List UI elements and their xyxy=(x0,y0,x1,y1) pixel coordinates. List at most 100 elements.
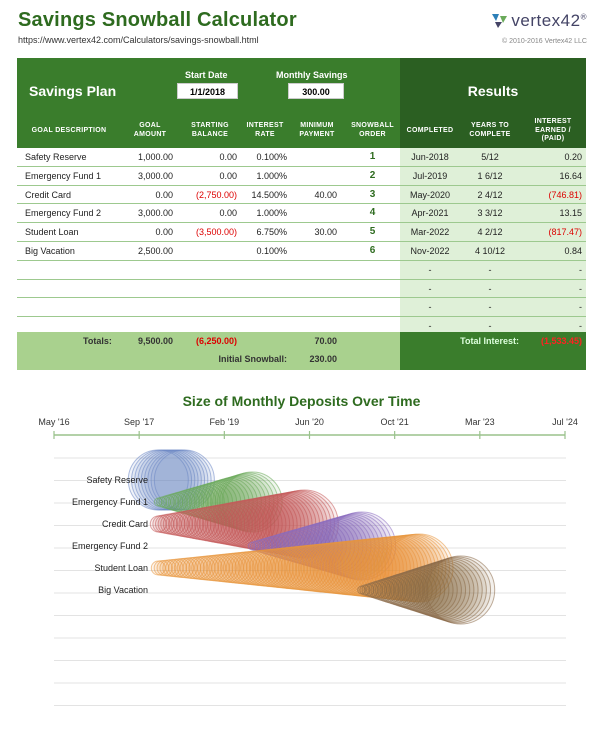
minimum-payment-cell[interactable] xyxy=(289,148,337,166)
snowball-order-cell[interactable]: 1 xyxy=(369,151,376,162)
interest-earned-cell: (817.47) xyxy=(548,227,582,238)
starting-balance-cell[interactable] xyxy=(179,298,237,316)
goal-description-cell[interactable]: Emergency Fund 1 xyxy=(25,170,102,181)
savings-plan-header: Savings Plan Start Date Monthly Savings … xyxy=(17,58,400,114)
interest-rate-cell[interactable] xyxy=(241,280,287,298)
goal-description-cell[interactable]: Big Vacation xyxy=(25,245,75,256)
minimum-payment-cell[interactable] xyxy=(289,167,337,185)
interest-earned-cell: 16.64 xyxy=(559,170,582,181)
savings-plan-title: Savings Plan xyxy=(29,83,117,99)
goal-description-cell[interactable]: Emergency Fund 2 xyxy=(25,208,102,219)
vertex42-logo[interactable]: vertex42® xyxy=(492,11,587,31)
starting-balance-cell[interactable]: (2,750.00) xyxy=(195,189,237,200)
results-cell-bg xyxy=(400,204,586,223)
goal-amount-cell[interactable]: 0.00 xyxy=(155,189,173,200)
total-interest-value: (1,533.45) xyxy=(540,336,582,346)
interest-earned-cell: 13.15 xyxy=(559,208,582,219)
interest-rate-cell[interactable] xyxy=(241,298,287,316)
starting-balance-cell[interactable] xyxy=(179,242,237,260)
snowball-order-cell[interactable]: 2 xyxy=(369,169,376,181)
snowball-order-cell[interactable] xyxy=(345,280,400,298)
minimum-payment-cell[interactable]: 30.00 xyxy=(314,227,337,238)
interest-rate-cell[interactable]: 1.000% xyxy=(256,208,287,219)
goal-amount-cell[interactable]: 0.00 xyxy=(155,227,173,238)
col-years-to-complete: YEARS TO COMPLETE xyxy=(460,114,520,148)
deposit-bubble xyxy=(417,559,479,621)
interest-rate-cell[interactable] xyxy=(241,261,287,279)
minimum-payment-cell[interactable] xyxy=(289,204,337,222)
starting-balance-cell[interactable]: 0.00 xyxy=(219,170,237,181)
results-title: Results xyxy=(467,83,519,99)
interest-rate-cell[interactable]: 6.750% xyxy=(256,227,287,238)
goal-description-cell[interactable]: Credit Card xyxy=(25,189,72,200)
goal-amount-cell[interactable]: 1,000.00 xyxy=(137,152,173,162)
years-to-complete-cell: - xyxy=(488,264,492,275)
minimum-payment-cell[interactable] xyxy=(289,298,337,316)
minimum-payment-cell[interactable] xyxy=(289,261,337,279)
goal-amount-cell[interactable]: 3,000.00 xyxy=(137,170,173,181)
goals-table: Safety Reserve 1,000.00 0.00 0.100% 1 Jun-201… xyxy=(17,148,586,336)
starting-balance-cell[interactable]: 0.00 xyxy=(219,152,237,162)
minimum-payment-cell[interactable]: 40.00 xyxy=(314,189,337,200)
source-url[interactable]: https://www.vertex42.com/Calculators/sav… xyxy=(18,35,259,45)
goal-description-cell[interactable] xyxy=(25,261,121,279)
total-starting-balance: (6,250.00) xyxy=(195,336,237,346)
results-cell-bg xyxy=(400,279,586,298)
starting-balance-cell[interactable] xyxy=(179,280,237,298)
total-interest-panel xyxy=(400,332,586,370)
years-to-complete-cell: 4 2/12 xyxy=(477,227,503,238)
total-minimum-payment: 70.00 xyxy=(314,336,337,346)
interest-rate-cell[interactable]: 0.100% xyxy=(256,152,287,162)
starting-balance-cell[interactable]: 0.00 xyxy=(219,208,237,219)
completed-date-cell: Jun-2018 xyxy=(411,152,449,162)
completed-date-cell: Nov-2022 xyxy=(410,245,450,256)
x-tick-label: Feb '19 xyxy=(209,417,239,427)
col-goal-amount: GOAL AMOUNT xyxy=(121,114,179,148)
years-to-complete-cell: - xyxy=(488,283,492,294)
snowball-order-cell[interactable]: 3 xyxy=(369,188,376,200)
results-cell-bg xyxy=(400,223,586,241)
interest-rate-cell[interactable]: 1.000% xyxy=(256,170,287,181)
goal-description-cell[interactable] xyxy=(25,298,121,316)
completed-date-cell: - xyxy=(428,264,432,275)
logo-mark-icon xyxy=(492,14,508,28)
results-cell-bg xyxy=(400,298,586,317)
category-label: Emergency Fund 1 xyxy=(72,497,148,507)
goal-amount-cell[interactable]: 3,000.00 xyxy=(137,208,173,219)
total-interest-label: Total Interest: xyxy=(460,336,519,346)
interest-earned-cell: 0.84 xyxy=(564,245,582,256)
goal-amount-cell[interactable] xyxy=(121,280,173,298)
initial-snowball-value: 230.00 xyxy=(309,354,337,364)
results-cell-bg xyxy=(400,317,586,335)
years-to-complete-cell: 5/12 xyxy=(481,152,499,162)
interest-earned-cell: - xyxy=(579,302,582,313)
interest-rate-cell[interactable]: 14.500% xyxy=(251,189,287,200)
goal-amount-cell[interactable] xyxy=(121,261,173,279)
goal-description-cell[interactable]: Student Loan xyxy=(25,227,79,238)
starting-balance-cell[interactable]: (3,500.00) xyxy=(195,227,237,238)
table-row: --- xyxy=(17,298,586,318)
start-date-input[interactable]: 1/1/2018 xyxy=(177,83,238,99)
snowball-order-cell[interactable]: 4 xyxy=(369,207,376,219)
interest-rate-cell[interactable]: 0.100% xyxy=(256,245,287,256)
years-to-complete-cell: 1 6/12 xyxy=(477,170,503,181)
col-interest-earned: INTEREST EARNED / (PAID) xyxy=(520,114,586,148)
goal-description-cell[interactable]: Safety Reserve xyxy=(25,152,87,162)
snowball-order-cell[interactable]: 5 xyxy=(369,226,376,238)
minimum-payment-cell[interactable] xyxy=(289,242,337,260)
starting-balance-cell[interactable] xyxy=(179,261,237,279)
goal-amount-cell[interactable]: 2,500.00 xyxy=(137,245,173,256)
table-row: --- xyxy=(17,279,586,299)
snowball-order-cell[interactable]: 6 xyxy=(369,244,376,256)
goal-amount-cell[interactable] xyxy=(121,298,173,316)
interest-earned-cell: - xyxy=(579,321,582,332)
goal-description-cell[interactable] xyxy=(25,280,121,298)
monthly-savings-input[interactable]: 300.00 xyxy=(288,83,344,99)
table-row: Emergency Fund 2 3,000.00 0.00 1.000% 4 Apr-2… xyxy=(17,204,586,224)
col-interest-rate: INTEREST RATE xyxy=(241,114,289,148)
results-cell-bg xyxy=(400,166,586,185)
minimum-payment-cell[interactable] xyxy=(289,280,337,298)
snowball-order-cell[interactable] xyxy=(345,261,400,279)
snowball-order-cell[interactable] xyxy=(345,298,400,316)
completed-date-cell: Mar-2022 xyxy=(410,227,450,238)
